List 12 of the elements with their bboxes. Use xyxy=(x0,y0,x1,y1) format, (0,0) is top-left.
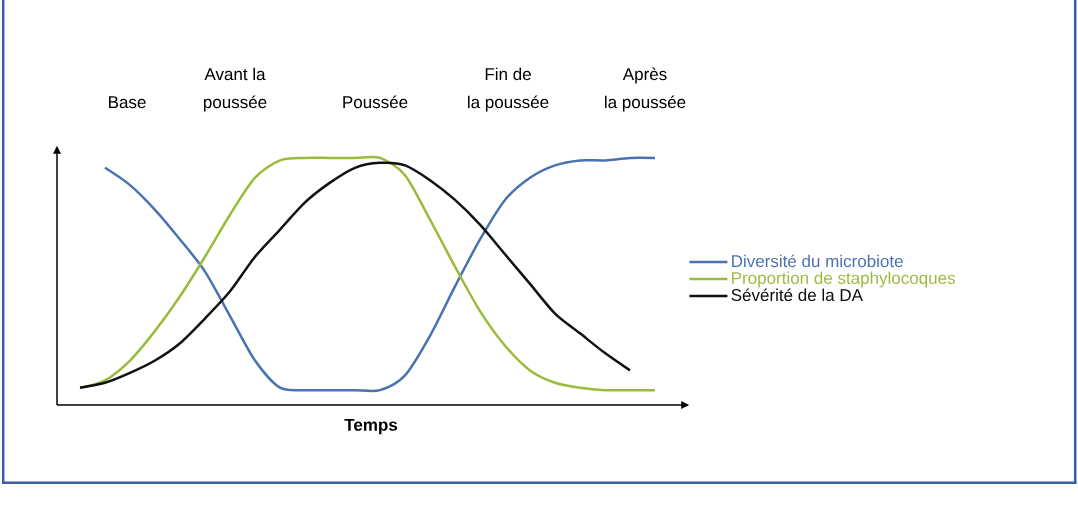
text: Fin de xyxy=(485,67,531,81)
legend-label: Diversité du microbiote xyxy=(732,254,903,268)
legend-label: Sévérité de la DA xyxy=(731,288,863,302)
text: la poussée xyxy=(468,95,549,112)
text: la poussée xyxy=(605,95,686,112)
text: poussée xyxy=(203,95,267,112)
text: Poussée xyxy=(343,95,408,109)
text: Base xyxy=(109,96,146,109)
text: Avant la xyxy=(204,67,266,81)
x-axis-title: Temps xyxy=(344,418,398,435)
legend-label: Proportion de staphylocoques xyxy=(732,271,955,288)
text: Après xyxy=(622,67,667,84)
